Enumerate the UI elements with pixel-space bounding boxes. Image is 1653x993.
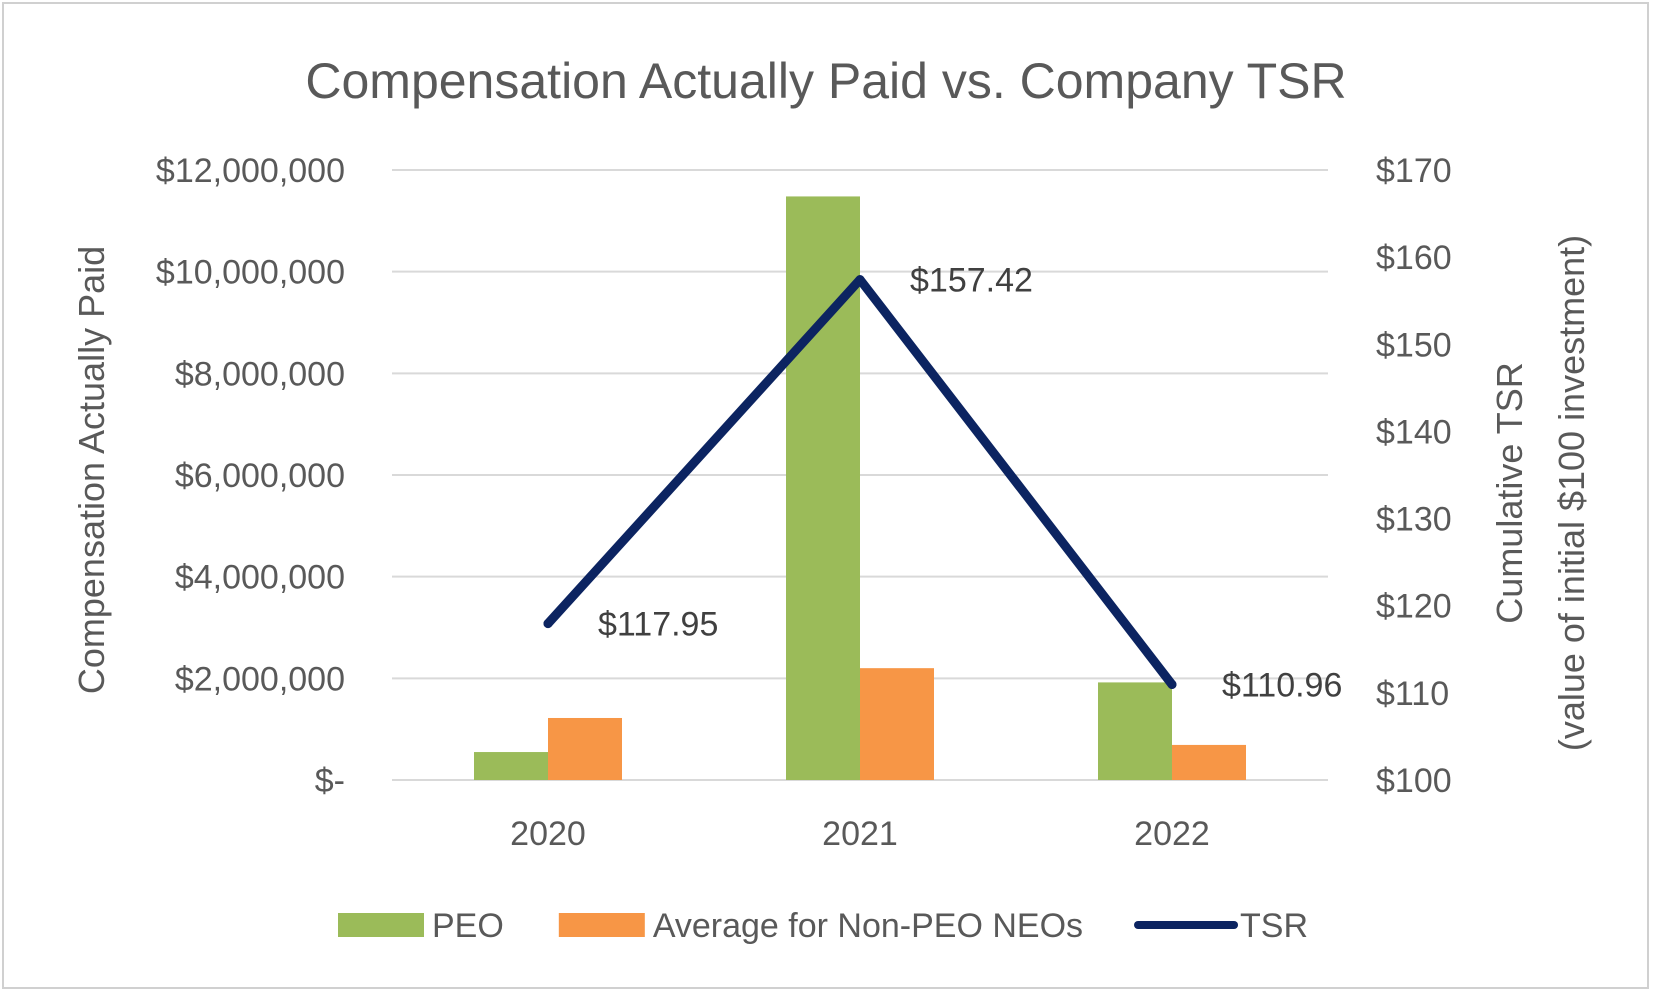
x-tick-label: 2021 [822, 815, 898, 853]
right-tick-label: $110 [1376, 675, 1449, 713]
left-axis-label: Compensation Actually Paid [71, 246, 112, 694]
x-axis-ticks: 2020 2021 2022 [510, 815, 1210, 853]
bar-average-for-non-peo-neos-2022 [1172, 744, 1246, 780]
tsr-data-label-2020: $117.95 [598, 606, 718, 644]
legend-swatch-average-for-non-peo-neos [558, 913, 645, 937]
left-tick-label: $4,000,000 [175, 559, 345, 597]
left-tick-label: $2,000,000 [175, 660, 345, 698]
right-axis-label-line2: (value of initial $100 investment) [1551, 235, 1592, 751]
bar-peo-2021 [786, 196, 860, 780]
right-axis-ticks: $100 $110 $120 $130 $140 $150 $160 $170 [1376, 152, 1452, 800]
tsr-point-2022 [1167, 679, 1177, 689]
legend-label-average-for-non-peo-neos: Average for Non-PEO NEOs [653, 907, 1083, 945]
data-labels: $117.95 $157.42 $110.96 [598, 262, 1342, 705]
right-tick-label: $170 [1376, 152, 1452, 190]
legend: PEO Average for Non-PEO NEOs TSR [338, 907, 1308, 945]
tsr-point-2020 [543, 619, 553, 629]
left-tick-label: $8,000,000 [175, 355, 345, 393]
left-axis-ticks: $- $2,000,000 $4,000,000 $6,000,000 $8,000,0… [156, 152, 345, 800]
right-tick-label: $100 [1376, 762, 1452, 800]
tsr-point-2021 [855, 275, 865, 285]
left-tick-label: $6,000,000 [175, 457, 345, 495]
left-tick-label: $12,000,000 [156, 152, 345, 190]
right-axis-label-line1: Cumulative TSR [1489, 362, 1530, 623]
tsr-data-label-2021: $157.42 [910, 262, 1033, 300]
chart-title: Compensation Actually Paid vs. Company T… [305, 53, 1346, 109]
tsr-line-layer [543, 275, 1177, 689]
legend-label-tsr: TSR [1240, 907, 1308, 945]
bar-average-for-non-peo-neos-2021 [860, 668, 934, 780]
right-tick-label: $150 [1376, 326, 1452, 364]
legend-label-peo: PEO [432, 907, 504, 945]
x-tick-label: 2022 [1134, 815, 1210, 853]
bar-peo-2020 [474, 752, 548, 780]
bar-peo-2022 [1098, 682, 1172, 780]
x-tick-label: 2020 [510, 815, 586, 853]
right-tick-label: $140 [1376, 413, 1452, 451]
tsr-data-label-2022: $110.96 [1222, 666, 1342, 704]
bar-average-for-non-peo-neos-2020 [548, 717, 622, 780]
right-tick-label: $130 [1376, 501, 1452, 539]
legend-swatch-peo [338, 913, 424, 937]
right-tick-label: $160 [1376, 239, 1452, 277]
left-tick-label: $10,000,000 [156, 254, 345, 292]
left-tick-label: $- [315, 762, 345, 800]
right-tick-label: $120 [1376, 588, 1452, 626]
